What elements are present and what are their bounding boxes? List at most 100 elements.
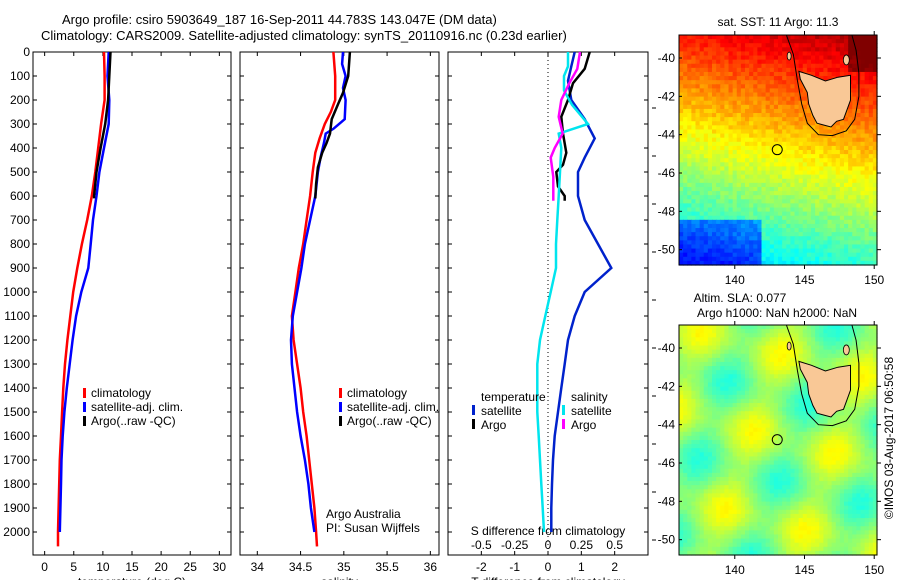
map-cell: [798, 117, 804, 122]
map-cell: [819, 228, 824, 233]
map-cell: [724, 228, 730, 233]
map-cell: [728, 440, 734, 445]
map-cell: [699, 55, 705, 61]
map-cell: [683, 170, 688, 176]
map-cell: [757, 374, 763, 379]
map-cell: [811, 117, 816, 122]
map-cell: [712, 182, 717, 188]
map-cell: [782, 84, 787, 89]
map-cell: [782, 100, 787, 106]
map-cell: [740, 150, 746, 155]
map-cell: [679, 47, 684, 53]
map-cell: [823, 145, 829, 151]
map-cell: [872, 207, 878, 213]
map-cell: [790, 55, 796, 61]
map-cell: [736, 349, 742, 355]
map-cell: [720, 88, 725, 94]
map-cell: [732, 47, 738, 53]
map-cell: [699, 398, 705, 404]
map-cell: [782, 162, 787, 168]
map-cell: [695, 154, 701, 159]
map-cell: [736, 472, 742, 478]
map-cell: [765, 415, 771, 421]
map-cell: [778, 133, 783, 139]
map-cell: [782, 464, 787, 470]
map-cell: [724, 448, 730, 453]
map-cell: [786, 415, 791, 421]
map-cell: [790, 493, 796, 499]
y-tick-label: 1300: [3, 357, 30, 371]
map-cell: [753, 219, 758, 225]
map-cell: [872, 150, 878, 155]
map-cell: [749, 76, 754, 81]
sla-map-title: Altim. SLA: 0.077: [694, 291, 787, 305]
map-cell: [819, 141, 824, 147]
map-cell: [703, 452, 709, 458]
map-cell: [778, 174, 783, 180]
map-cell: [765, 35, 771, 40]
map-cell: [707, 476, 713, 482]
map-cell: [720, 374, 725, 379]
map-cell: [703, 357, 709, 363]
map-cell: [806, 154, 812, 159]
map-cell: [798, 223, 804, 229]
map-cell: [778, 390, 783, 396]
map-cell: [707, 203, 713, 209]
map-cell: [736, 366, 742, 371]
map-cell: [856, 100, 862, 106]
map-cell: [761, 341, 767, 347]
map-cell: [691, 170, 697, 176]
x-tick-label: 15: [125, 560, 139, 574]
map-cell: [757, 84, 763, 89]
map-cell: [712, 88, 717, 94]
map-cell: [769, 448, 775, 453]
map-cell: [856, 154, 862, 159]
map-cell: [749, 493, 754, 499]
map-cell: [823, 337, 829, 343]
map-cell: [819, 195, 824, 200]
map-cell: [683, 174, 688, 180]
map-cell: [798, 162, 804, 168]
map-cell: [868, 108, 874, 114]
map-cell: [778, 219, 783, 225]
s-tick-label: 0: [545, 538, 552, 552]
map-cell: [749, 244, 754, 250]
map-cell: [749, 80, 754, 85]
map-cell: [773, 472, 779, 478]
map-cell: [823, 178, 829, 184]
map-cell: [736, 468, 742, 474]
map-cell: [782, 47, 787, 53]
map-cell: [745, 325, 750, 330]
map-cell: [819, 345, 824, 351]
map-cell: [732, 113, 738, 118]
map-cell: [699, 170, 705, 176]
map-cell: [720, 195, 725, 200]
map-cell: [786, 337, 791, 343]
map-cell: [757, 398, 763, 404]
map-cell: [844, 195, 849, 200]
map-cell: [699, 341, 705, 347]
map-cell: [707, 386, 713, 392]
map-cell: [720, 178, 725, 184]
map-cell: [872, 244, 878, 250]
map-cell: [687, 423, 692, 429]
map-cell: [773, 211, 779, 217]
map-cell: [806, 182, 812, 188]
map-cell: [728, 113, 734, 118]
map-cell: [823, 423, 829, 429]
map-cell: [687, 236, 692, 241]
map-cell: [819, 215, 824, 221]
map-cell: [835, 353, 841, 359]
map-cell: [757, 55, 763, 61]
map-cell: [786, 403, 791, 408]
map-cell: [864, 47, 870, 53]
map-cell: [798, 337, 804, 343]
map-cell: [856, 415, 862, 421]
map-cell: [802, 419, 808, 425]
map-cell: [868, 137, 874, 143]
map-cell: [798, 154, 804, 159]
map-cell: [712, 133, 717, 139]
map-cell: [695, 92, 701, 98]
map-cell: [815, 423, 820, 429]
map-cell: [712, 481, 717, 486]
